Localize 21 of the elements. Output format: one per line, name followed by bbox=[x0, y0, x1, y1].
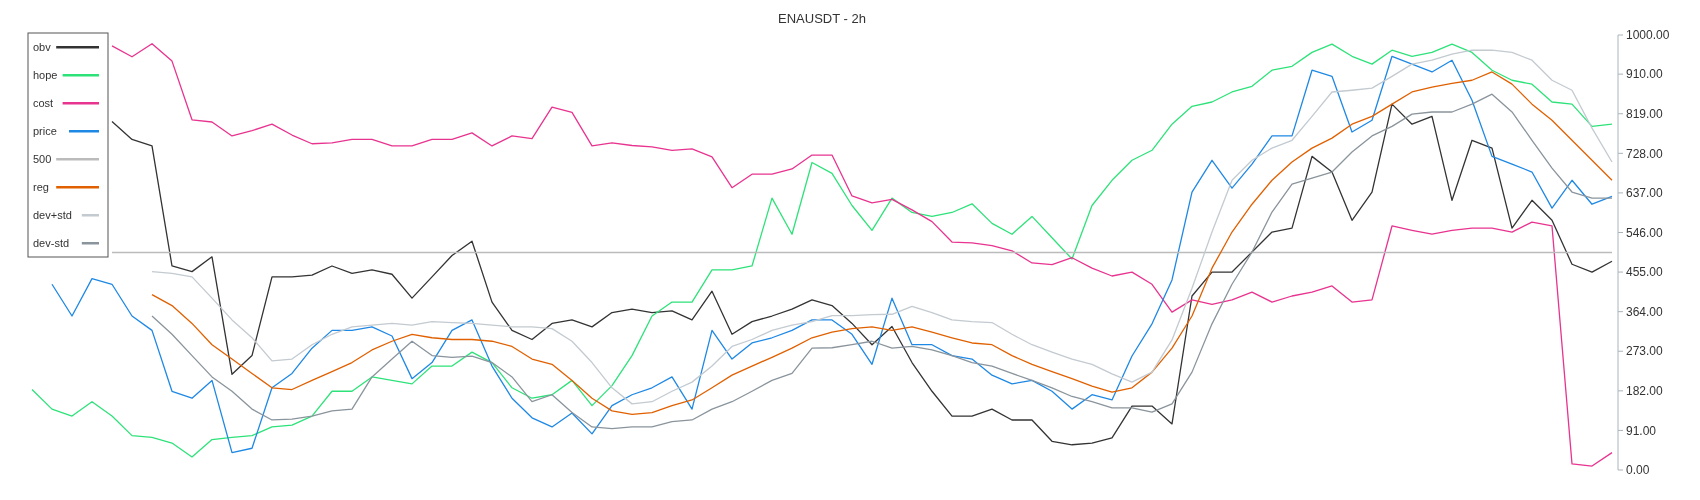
legend-label: cost bbox=[33, 96, 54, 109]
legend-label: price bbox=[33, 124, 57, 137]
legend-label: obv bbox=[33, 40, 52, 53]
y-tick-label: 819.00 bbox=[1626, 106, 1664, 121]
y-tick-label: 1000.00 bbox=[1626, 28, 1670, 43]
legend-label: reg bbox=[33, 180, 49, 193]
chart-title: ENAUSDT - 2h bbox=[778, 11, 866, 26]
y-tick-label: 728.00 bbox=[1626, 146, 1664, 161]
y-tick-label: 364.00 bbox=[1626, 304, 1664, 319]
y-tick-label: 546.00 bbox=[1626, 225, 1664, 240]
y-tick-label: 0.00 bbox=[1626, 463, 1650, 478]
y-tick-label: 91.00 bbox=[1626, 423, 1657, 438]
legend-label: 500 bbox=[33, 152, 52, 165]
y-tick-label: 455.00 bbox=[1626, 265, 1664, 280]
legend-label: dev-std bbox=[33, 236, 70, 249]
y-tick-label: 910.00 bbox=[1626, 67, 1664, 82]
legend-label: hope bbox=[33, 68, 58, 81]
y-tick-label: 182.00 bbox=[1626, 384, 1664, 399]
y-tick-label: 637.00 bbox=[1626, 186, 1664, 201]
y-tick-label: 273.00 bbox=[1626, 344, 1664, 359]
legend-label: dev+std bbox=[33, 208, 72, 221]
